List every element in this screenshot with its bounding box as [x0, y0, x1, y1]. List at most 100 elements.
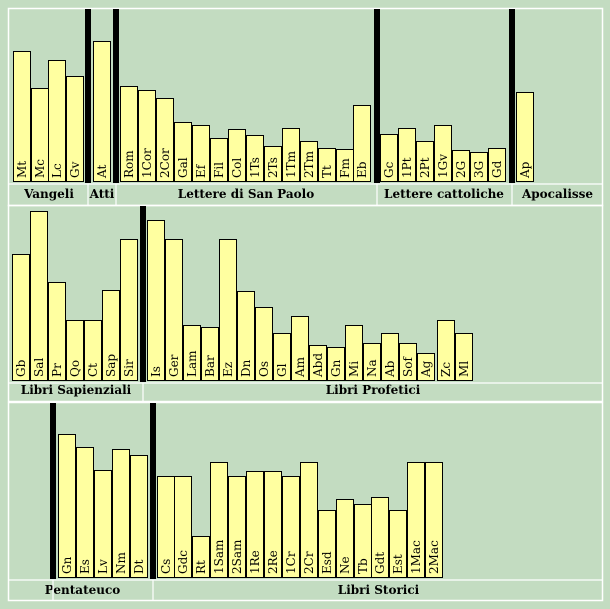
group-separator	[509, 9, 515, 183]
bar-Sap	[102, 290, 120, 381]
bar-Ef	[192, 125, 210, 182]
bar-Gb	[12, 254, 30, 381]
bar-label-Mc: Mc	[33, 159, 47, 178]
bar-label-Gb: Gb	[14, 359, 28, 377]
bar-Gc	[380, 134, 398, 182]
bar-label-Gn: Gn	[329, 359, 343, 377]
bar-1Tm	[282, 128, 300, 182]
bar-2Re	[264, 471, 282, 578]
bar-label-Ne: Ne	[338, 556, 352, 574]
bar-Mt	[13, 51, 31, 182]
group-label: Lettere cattoliche	[384, 187, 504, 201]
bar-Nm	[112, 449, 130, 578]
bar-Mi	[345, 325, 363, 381]
bar-label-Fm: Fm	[338, 158, 352, 178]
bar-label-Bar: Bar	[203, 355, 217, 377]
bar-label-2Mac: 2Mac	[427, 540, 441, 574]
bar-Ne	[336, 499, 354, 578]
bar-label-Os: Os	[257, 361, 271, 377]
bar-label-Gdt: Gdt	[373, 552, 387, 574]
bar-label-1Sam: 1Sam	[212, 539, 226, 574]
bar-Rom	[120, 86, 138, 182]
bar-label-2Tm: 2Tm	[302, 150, 316, 178]
group-separator	[50, 403, 56, 579]
bar-label-Ez: Ez	[221, 362, 235, 377]
bar-Ct	[84, 320, 102, 381]
bar-label-1Ts: 1Ts	[248, 157, 262, 178]
group-label: Libri Profetici	[326, 383, 421, 397]
bar-Es	[76, 447, 94, 578]
bar-label-Sap: Sap	[104, 354, 118, 377]
bar-Tt	[318, 148, 336, 182]
group-label: Vangeli	[23, 187, 74, 201]
bar-label-2Cor: 2Cor	[158, 148, 172, 178]
bar-Fil	[210, 138, 228, 182]
panel-frame	[7, 401, 604, 602]
bar-2Cor	[156, 98, 174, 182]
bar-1Re	[246, 471, 264, 578]
bar-Qo	[66, 320, 84, 381]
panel-frame	[7, 204, 604, 403]
bar-label-Ap: Ap	[518, 161, 532, 179]
bar-label-Sal: Sal	[32, 358, 46, 377]
bar-Col	[228, 129, 246, 182]
bar-Gd	[488, 148, 506, 182]
bar-label-1Tm: 1Tm	[284, 150, 298, 178]
chart-panel-1: Mt Mc Lc Gv Vangeli At Atti Rom 1Cor 2Cor Gal Ef Fil…	[7, 7, 604, 207]
bar-Ml	[455, 333, 473, 381]
bar-label-2G: 2G	[454, 161, 468, 178]
bar-label-Lam: Lam	[185, 350, 199, 377]
bar-Sir	[120, 239, 138, 381]
bar-label-Tb: Tb	[356, 558, 370, 574]
bar-label-Fil: Fil	[212, 162, 226, 178]
bar-2Cr	[300, 462, 318, 578]
bar-Gv	[66, 76, 84, 182]
bar-label-1Gv: 1Gv	[436, 154, 450, 178]
bar-Eb	[353, 105, 371, 182]
bar-Na	[363, 343, 381, 381]
bar-Dn	[237, 291, 255, 381]
bar-At	[93, 41, 111, 182]
bar-Ap	[516, 92, 534, 182]
bar-label-2Ts: 2Ts	[266, 157, 280, 178]
bar-label-Ef: Ef	[194, 163, 208, 178]
bar-1Gv	[434, 125, 452, 182]
bar-Gdt	[371, 497, 389, 578]
bar-1Mac	[407, 462, 425, 578]
bar-label-Eb: Eb	[355, 161, 369, 178]
bar-label-Nm: Nm	[114, 552, 128, 575]
bar-label-Ab: Ab	[383, 360, 397, 378]
bar-label-Sof: Sof	[401, 356, 415, 377]
bar-label-2Cr: 2Cr	[302, 551, 316, 574]
bar-Ag	[417, 353, 435, 381]
bar-label-Abd: Abd	[311, 353, 325, 378]
bar-Lv	[94, 470, 112, 578]
bar-label-Mi: Mi	[347, 361, 361, 377]
bar-label-Est: Est	[391, 554, 405, 574]
group-label: Libri Storici	[338, 583, 420, 597]
bar-label-Cs: Cs	[159, 559, 173, 574]
group-separator	[113, 9, 119, 183]
bar-label-Ct: Ct	[86, 363, 100, 377]
bar-Gal	[174, 122, 192, 182]
bar-label-Gdc: Gdc	[176, 550, 190, 574]
bar-label-Tt: Tt	[320, 165, 334, 178]
bar-label-2Pt: 2Pt	[418, 157, 432, 178]
bar-label-Esd: Esd	[320, 551, 334, 574]
bar-Gn	[327, 347, 345, 381]
bar-Esd	[318, 510, 336, 578]
bar-Bar	[201, 327, 219, 381]
bar-label-Lv: Lv	[96, 559, 110, 574]
bar-Lam	[183, 325, 201, 381]
bar-1Pt	[398, 128, 416, 182]
group-separator	[150, 403, 156, 579]
bar-label-Zc: Zc	[439, 362, 453, 377]
bar-label-Is: Is	[149, 366, 163, 377]
group-label: Libri Sapienziali	[21, 383, 132, 397]
bar-1Ts	[246, 135, 264, 182]
bar-3G	[470, 152, 488, 182]
bar-label-Ger: Ger	[167, 354, 181, 377]
bar-label-2Sam: 2Sam	[230, 539, 244, 574]
group-separator	[140, 206, 146, 382]
bar-label-1Cr: 1Cr	[284, 551, 298, 574]
